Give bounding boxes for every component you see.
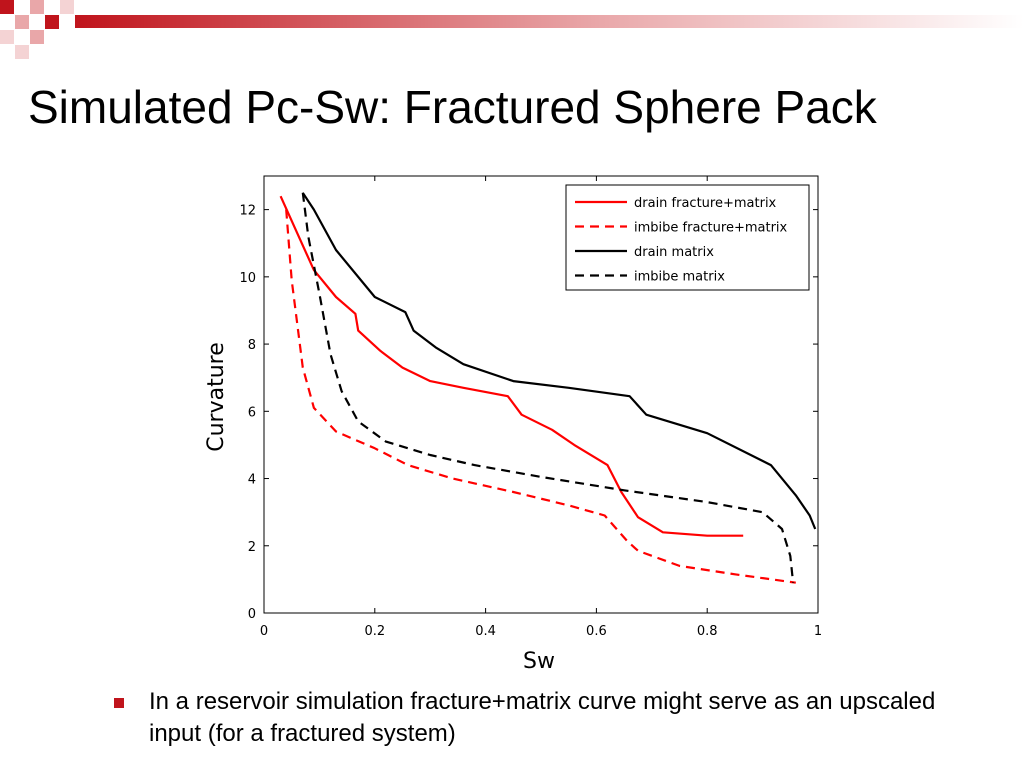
y-tick-label: 12	[239, 204, 256, 219]
series-line-imbibe-fracture-matrix	[285, 209, 796, 584]
x-axis-label: Sw	[523, 649, 555, 674]
decoration-square	[45, 15, 59, 29]
y-tick-label: 2	[248, 540, 256, 555]
x-tick-label: 0.2	[364, 624, 385, 639]
bullet-text: In a reservoir simulation fracture+matri…	[149, 688, 936, 747]
decoration-gradient-bar	[75, 15, 1024, 28]
decoration-square	[30, 0, 44, 14]
series-line-imbibe-matrix	[301, 192, 795, 583]
legend: drain fracture+matrix imbibe fracture+mat…	[565, 184, 810, 291]
x-tick-label: 1	[814, 624, 822, 639]
title-decoration	[0, 0, 1024, 59]
decoration-square	[30, 30, 44, 44]
decoration-square	[15, 45, 29, 59]
series-line-drain-fracture-matrix	[279, 195, 744, 537]
legend-label: drain matrix	[634, 245, 714, 260]
x-tick-label: 0.6	[586, 624, 607, 639]
x-tick-label: 0.8	[697, 624, 718, 639]
slide-title: Simulated Pc-Sw: Fractured Sphere Pack	[28, 81, 877, 133]
legend-label: drain fracture+matrix	[634, 196, 777, 211]
bullet-square-icon	[114, 698, 124, 708]
x-tick-label: 0.4	[475, 624, 496, 639]
y-tick-label: 6	[248, 405, 256, 420]
decoration-square	[0, 0, 14, 14]
decoration-square	[0, 30, 14, 44]
legend-label: imbibe matrix	[634, 270, 725, 285]
y-tick-label: 0	[248, 607, 256, 622]
x-tick-label: 0	[260, 624, 268, 639]
y-axis-label: Curvature	[204, 342, 229, 452]
series-line-drain-matrix	[301, 192, 817, 530]
y-tick-label: 10	[239, 271, 256, 286]
y-tick-label: 8	[248, 338, 256, 353]
y-tick-label: 4	[248, 473, 256, 488]
decoration-square	[15, 15, 29, 29]
legend-label: imbibe fracture+matrix	[634, 221, 788, 236]
bullet-item: In a reservoir simulation fracture+matri…	[114, 686, 994, 750]
decoration-square	[60, 0, 74, 14]
